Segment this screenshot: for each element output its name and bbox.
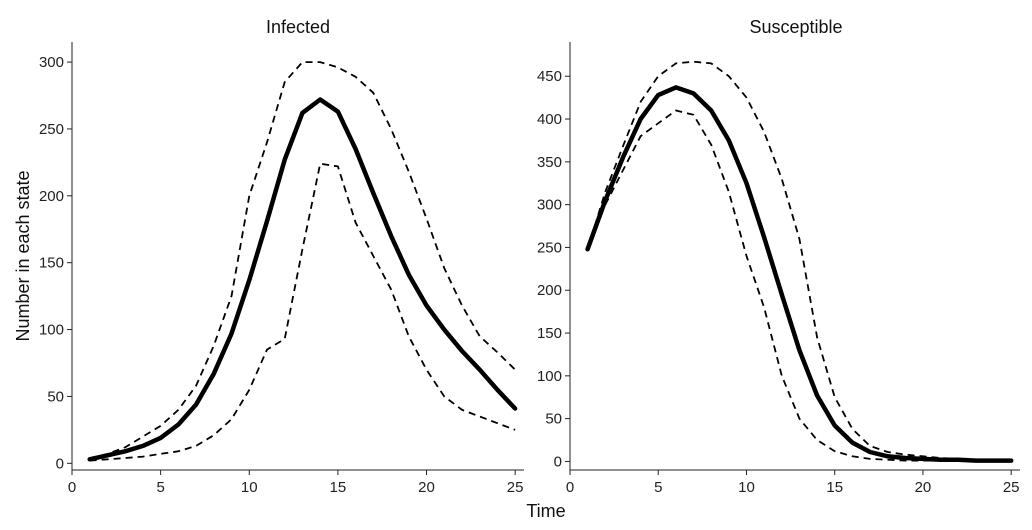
y-tick-label: 300 bbox=[537, 197, 562, 214]
x-tick-label: 0 bbox=[68, 479, 76, 496]
y-tick-label: 350 bbox=[537, 154, 562, 171]
interval-series-line bbox=[586, 109, 1012, 462]
x-tick-label: 15 bbox=[330, 479, 347, 496]
x-tick-label: 5 bbox=[156, 479, 164, 496]
mean-series-line bbox=[87, 97, 518, 462]
interval-series-line bbox=[586, 60, 1012, 462]
y-tick-label: 50 bbox=[47, 388, 64, 405]
y-tick-label: 200 bbox=[39, 188, 64, 205]
y-tick-label: 250 bbox=[39, 121, 64, 138]
interval-series-line bbox=[89, 61, 516, 461]
x-tick-label: 10 bbox=[738, 479, 755, 496]
x-tick-label: 5 bbox=[654, 479, 662, 496]
y-tick-label: 400 bbox=[537, 111, 562, 128]
y-tick-label: 250 bbox=[537, 239, 562, 256]
susceptible-panel: Susceptible 0 50 100 150 200 250 300 350 400 450 0 5… bbox=[537, 17, 1020, 496]
y-tick-label: 100 bbox=[537, 368, 562, 385]
y-tick-label: 150 bbox=[39, 255, 64, 272]
y-tick-label: 0 bbox=[56, 455, 64, 472]
x-tick-label: 25 bbox=[1003, 479, 1020, 496]
y-tick-label: 150 bbox=[537, 325, 562, 342]
x-tick-label: 15 bbox=[826, 479, 843, 496]
x-tick-label: 0 bbox=[566, 479, 574, 496]
y-tick-label: 50 bbox=[545, 411, 562, 428]
infected-panel: Infected 0 50 100 150 200 250 300 0 5 10 15 20 25 bbox=[39, 17, 524, 496]
panel-title: Infected bbox=[266, 17, 330, 37]
x-axis-label: Time bbox=[526, 501, 565, 521]
x-tick-label: 20 bbox=[418, 479, 435, 496]
y-tick-label: 450 bbox=[537, 68, 562, 85]
x-tick-label: 20 bbox=[915, 479, 932, 496]
panel-title: Susceptible bbox=[749, 17, 842, 37]
x-tick-label: 25 bbox=[507, 479, 524, 496]
y-tick-label: 0 bbox=[554, 453, 562, 470]
mean-series-line bbox=[585, 85, 1014, 463]
y-tick-label: 300 bbox=[39, 54, 64, 71]
x-tick-label: 10 bbox=[241, 479, 258, 496]
y-tick-label: 100 bbox=[39, 322, 64, 339]
y-tick-label: 200 bbox=[537, 282, 562, 299]
y-axis-label: Number in each state bbox=[13, 170, 33, 341]
interval-series-line bbox=[89, 162, 516, 462]
